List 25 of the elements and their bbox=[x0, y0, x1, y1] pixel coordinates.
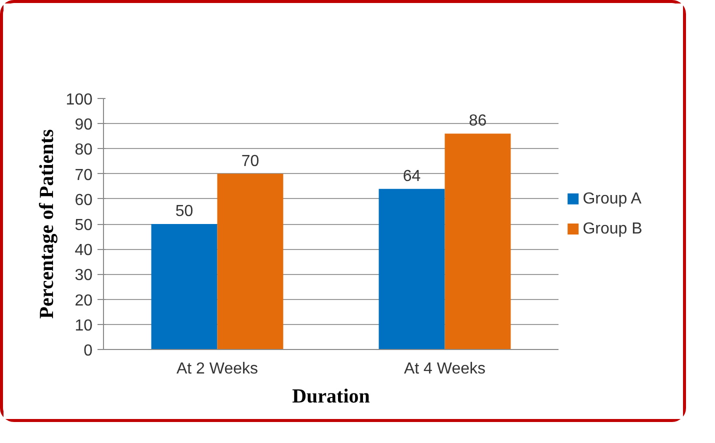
y-tick-label: 100 bbox=[66, 92, 93, 108]
y-tick-label: 0 bbox=[84, 342, 93, 360]
y-tick-label: 20 bbox=[74, 292, 93, 310]
y-tick-label: 40 bbox=[74, 242, 93, 260]
x-axis-title: Duration bbox=[292, 386, 370, 408]
bar bbox=[378, 188, 445, 350]
y-tick-label: 10 bbox=[74, 317, 93, 334]
bar bbox=[151, 224, 218, 350]
y-tick-label: 50 bbox=[74, 217, 93, 234]
legend-label: Group B bbox=[582, 220, 642, 238]
data-label: 70 bbox=[241, 152, 260, 170]
y-tick-label: 30 bbox=[74, 267, 93, 284]
bar bbox=[444, 134, 511, 350]
data-label: 50 bbox=[175, 203, 194, 220]
y-axis-title: Percentage of Patients bbox=[36, 129, 58, 319]
x-tick-label: At 4 Weeks bbox=[404, 360, 486, 378]
x-tick-label: At 2 Weeks bbox=[176, 360, 258, 378]
data-label: 64 bbox=[402, 168, 421, 185]
legend-label: Group A bbox=[582, 190, 642, 208]
y-tick-label: 90 bbox=[74, 116, 93, 134]
bar bbox=[217, 174, 284, 350]
y-tick-label: 60 bbox=[74, 192, 93, 209]
data-label: 86 bbox=[468, 112, 487, 130]
y-tick-label: 70 bbox=[74, 166, 93, 184]
y-tick-label: 80 bbox=[74, 142, 93, 159]
